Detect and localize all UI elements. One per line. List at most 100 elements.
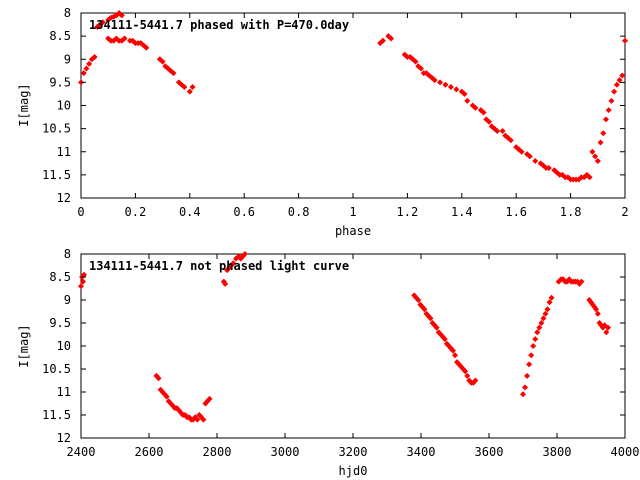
data-point — [206, 395, 213, 402]
data-point — [472, 377, 479, 384]
x-tick-label: 2 — [621, 205, 628, 219]
data-point — [464, 97, 471, 104]
data-point — [110, 13, 117, 20]
data-point — [421, 306, 428, 313]
data-point — [163, 393, 170, 400]
axis-ticks: 0 0.2 0.4 0.6 0.8 1 1.2 1.4 1.6 1.8 2 8 8.5 9 9.5 10 10.… — [42, 6, 629, 219]
data-point — [530, 343, 537, 349]
data-point — [605, 324, 611, 331]
data-point — [431, 77, 438, 84]
data-point — [594, 310, 601, 317]
x-tick-label: 0.4 — [179, 205, 201, 219]
data-point — [520, 391, 526, 398]
y-tick-label: 10 — [57, 339, 71, 353]
data-point — [542, 310, 549, 317]
data-point — [518, 148, 525, 155]
data-point — [121, 35, 128, 42]
data-point — [222, 280, 229, 287]
data-point — [80, 70, 87, 77]
x-tick-label: 0.8 — [288, 205, 310, 219]
data-point — [548, 294, 555, 301]
data-point — [91, 53, 98, 60]
data-point — [578, 278, 585, 285]
x-tick-label: 4000 — [611, 445, 640, 459]
data-point — [186, 88, 193, 95]
data-point — [524, 372, 531, 379]
data-point — [189, 84, 196, 90]
data-point — [412, 58, 419, 65]
data-point — [597, 139, 604, 146]
data-points — [78, 10, 628, 183]
data-point — [462, 368, 469, 375]
y-tick-label: 8.5 — [49, 270, 71, 284]
data-point — [540, 315, 547, 322]
data-point — [619, 72, 626, 79]
data-point — [534, 329, 541, 336]
y-tick-label: 11.5 — [42, 408, 71, 422]
data-point — [464, 372, 471, 379]
data-point — [602, 116, 609, 123]
x-tick-label: 3000 — [271, 445, 300, 459]
data-point — [81, 271, 88, 278]
data-point — [486, 118, 492, 125]
data-point — [159, 58, 166, 65]
y-tick-label: 12 — [57, 191, 71, 205]
data-point — [622, 37, 628, 44]
y-tick-label: 11 — [57, 385, 71, 399]
y-tick-label: 11 — [57, 145, 71, 159]
data-point — [592, 153, 599, 160]
data-point — [526, 153, 533, 160]
data-point — [155, 375, 162, 382]
x-tick-label: 2600 — [135, 445, 164, 459]
data-point — [181, 84, 188, 90]
data-point — [78, 283, 84, 290]
data-point — [544, 306, 551, 313]
data-point — [241, 251, 248, 257]
data-points — [78, 251, 611, 423]
x-tick-label: 1.4 — [451, 205, 473, 219]
data-point — [441, 336, 448, 343]
data-point — [594, 158, 601, 164]
x-tick-label: 3400 — [407, 445, 436, 459]
x-axis-label: hjd0 — [339, 464, 368, 478]
data-point — [532, 158, 539, 164]
x-tick-label: 3600 — [475, 445, 504, 459]
data-point — [388, 35, 395, 42]
data-point — [593, 306, 600, 313]
y-tick-label: 12 — [57, 431, 71, 445]
y-tick-label: 10 — [57, 99, 71, 113]
data-point — [427, 315, 434, 322]
y-tick-label: 8 — [64, 6, 71, 20]
data-point — [200, 416, 207, 423]
x-tick-label: 3800 — [543, 445, 572, 459]
x-tick-label: 2400 — [67, 445, 96, 459]
data-point — [480, 109, 487, 116]
data-point — [230, 260, 237, 267]
x-tick-label: 3200 — [339, 445, 368, 459]
unphased-light-curve-panel: 2400 2600 2800 3000 3200 3400 3600 3800 4000 8 8.5… — [17, 247, 639, 478]
y-tick-label: 9.5 — [49, 75, 71, 89]
data-point — [442, 81, 449, 88]
data-point — [545, 164, 552, 171]
data-point — [433, 324, 440, 331]
data-point — [538, 320, 545, 326]
y-axis-label: I[mag] — [17, 83, 31, 126]
data-point — [418, 65, 424, 72]
data-point — [447, 84, 454, 90]
data-point — [611, 88, 618, 95]
data-point — [143, 44, 150, 51]
data-point — [507, 137, 514, 144]
y-tick-label: 9 — [64, 293, 71, 307]
data-point — [118, 12, 125, 19]
data-point — [616, 77, 623, 84]
y-tick-label: 10.5 — [42, 362, 71, 376]
x-axis-label: phase — [335, 224, 371, 238]
x-tick-label: 1.2 — [397, 205, 419, 219]
data-point — [546, 299, 553, 306]
data-point — [453, 86, 460, 93]
data-point — [80, 278, 87, 285]
data-point — [499, 127, 506, 134]
axis-ticks: 2400 2600 2800 3000 3200 3400 3600 3800 4000 8 8.5… — [42, 247, 639, 459]
data-point — [86, 60, 93, 67]
